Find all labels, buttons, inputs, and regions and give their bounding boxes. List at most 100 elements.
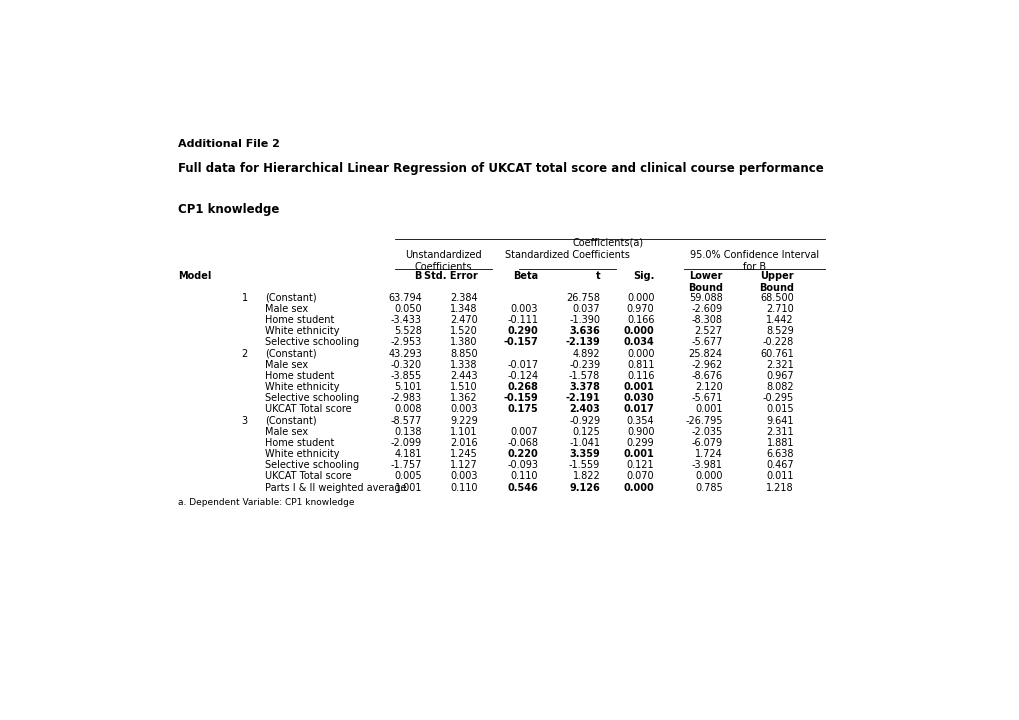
Text: 0.011: 0.011: [765, 472, 793, 482]
Text: 0.003: 0.003: [449, 472, 477, 482]
Text: 1.245: 1.245: [449, 449, 477, 459]
Text: t: t: [595, 271, 599, 282]
Text: -5.671: -5.671: [691, 393, 722, 403]
Text: 0.017: 0.017: [624, 405, 654, 415]
Text: 1: 1: [242, 293, 248, 302]
Text: 8.082: 8.082: [765, 382, 793, 392]
Text: 5.101: 5.101: [394, 382, 422, 392]
Text: 4.181: 4.181: [394, 449, 422, 459]
Text: 0.000: 0.000: [695, 472, 722, 482]
Text: Male sex: Male sex: [265, 427, 309, 437]
Text: 2.403: 2.403: [569, 405, 599, 415]
Text: UKCAT Total score: UKCAT Total score: [265, 472, 352, 482]
Text: 0.070: 0.070: [627, 472, 654, 482]
Text: 0.967: 0.967: [765, 371, 793, 381]
Text: 1.338: 1.338: [449, 360, 477, 370]
Text: 0.175: 0.175: [507, 405, 538, 415]
Text: -1.041: -1.041: [569, 438, 599, 448]
Text: 9.126: 9.126: [569, 482, 599, 492]
Text: Beta: Beta: [513, 271, 538, 282]
Text: Unstandardized
Coefficients: Unstandardized Coefficients: [405, 251, 482, 272]
Text: 0.138: 0.138: [394, 427, 422, 437]
Text: Male sex: Male sex: [265, 304, 309, 314]
Text: -8.308: -8.308: [691, 315, 722, 325]
Text: 9.641: 9.641: [765, 415, 793, 426]
Text: 3.378: 3.378: [569, 382, 599, 392]
Text: White ethnicity: White ethnicity: [265, 449, 339, 459]
Text: 0.110: 0.110: [449, 482, 477, 492]
Text: 9.229: 9.229: [449, 415, 477, 426]
Text: 0.008: 0.008: [394, 405, 422, 415]
Text: 0.001: 0.001: [624, 449, 654, 459]
Text: 0.354: 0.354: [627, 415, 654, 426]
Text: -2.962: -2.962: [691, 360, 722, 370]
Text: -0.239: -0.239: [569, 360, 599, 370]
Text: 1.520: 1.520: [449, 326, 477, 336]
Text: Selective schooling: Selective schooling: [265, 338, 360, 348]
Text: 0.116: 0.116: [627, 371, 654, 381]
Text: 0.166: 0.166: [627, 315, 654, 325]
Text: B: B: [414, 271, 422, 282]
Text: 26.758: 26.758: [566, 293, 599, 302]
Text: 0.005: 0.005: [394, 472, 422, 482]
Text: -26.795: -26.795: [685, 415, 722, 426]
Text: -3.981: -3.981: [691, 460, 722, 470]
Text: Coefficients(a): Coefficients(a): [572, 238, 643, 247]
Text: White ethnicity: White ethnicity: [265, 382, 339, 392]
Text: Parts I & II weighted average: Parts I & II weighted average: [265, 482, 407, 492]
Text: -0.320: -0.320: [390, 360, 422, 370]
Text: Home student: Home student: [265, 438, 334, 448]
Text: Model: Model: [177, 271, 211, 282]
Text: 0.015: 0.015: [765, 405, 793, 415]
Text: 2.470: 2.470: [449, 315, 477, 325]
Text: 1.362: 1.362: [449, 393, 477, 403]
Text: -1.578: -1.578: [569, 371, 599, 381]
Text: 2.016: 2.016: [449, 438, 477, 448]
Text: 1.380: 1.380: [449, 338, 477, 348]
Text: 0.220: 0.220: [507, 449, 538, 459]
Text: 0.007: 0.007: [511, 427, 538, 437]
Text: (Constant): (Constant): [265, 415, 317, 426]
Text: 0.900: 0.900: [627, 427, 654, 437]
Text: 1.881: 1.881: [765, 438, 793, 448]
Text: -2.609: -2.609: [691, 304, 722, 314]
Text: 0.546: 0.546: [507, 482, 538, 492]
Text: (Constant): (Constant): [265, 293, 317, 302]
Text: 0.030: 0.030: [624, 393, 654, 403]
Text: -3.855: -3.855: [390, 371, 422, 381]
Text: 1.101: 1.101: [449, 427, 477, 437]
Text: 5.528: 5.528: [393, 326, 422, 336]
Text: -0.068: -0.068: [506, 438, 538, 448]
Text: -5.677: -5.677: [691, 338, 722, 348]
Text: 1.218: 1.218: [765, 482, 793, 492]
Text: -1.390: -1.390: [569, 315, 599, 325]
Text: -2.191: -2.191: [565, 393, 599, 403]
Text: 43.293: 43.293: [388, 348, 422, 359]
Text: Selective schooling: Selective schooling: [265, 393, 360, 403]
Text: 0.050: 0.050: [394, 304, 422, 314]
Text: 0.121: 0.121: [627, 460, 654, 470]
Text: (Constant): (Constant): [265, 348, 317, 359]
Text: -6.079: -6.079: [691, 438, 722, 448]
Text: 3.636: 3.636: [569, 326, 599, 336]
Text: -2.983: -2.983: [390, 393, 422, 403]
Text: 0.034: 0.034: [624, 338, 654, 348]
Text: 0.000: 0.000: [624, 482, 654, 492]
Text: Lower
Bound: Lower Bound: [687, 271, 722, 293]
Text: 0.299: 0.299: [627, 438, 654, 448]
Text: 6.638: 6.638: [765, 449, 793, 459]
Text: -0.228: -0.228: [762, 338, 793, 348]
Text: White ethnicity: White ethnicity: [265, 326, 339, 336]
Text: 2.527: 2.527: [694, 326, 722, 336]
Text: 0.001: 0.001: [624, 382, 654, 392]
Text: 2.311: 2.311: [765, 427, 793, 437]
Text: -2.953: -2.953: [390, 338, 422, 348]
Text: 60.761: 60.761: [759, 348, 793, 359]
Text: 0.000: 0.000: [624, 326, 654, 336]
Text: 0.785: 0.785: [694, 482, 722, 492]
Text: 2.443: 2.443: [449, 371, 477, 381]
Text: 1.442: 1.442: [765, 315, 793, 325]
Text: -0.929: -0.929: [569, 415, 599, 426]
Text: 0.110: 0.110: [511, 472, 538, 482]
Text: 0.268: 0.268: [506, 382, 538, 392]
